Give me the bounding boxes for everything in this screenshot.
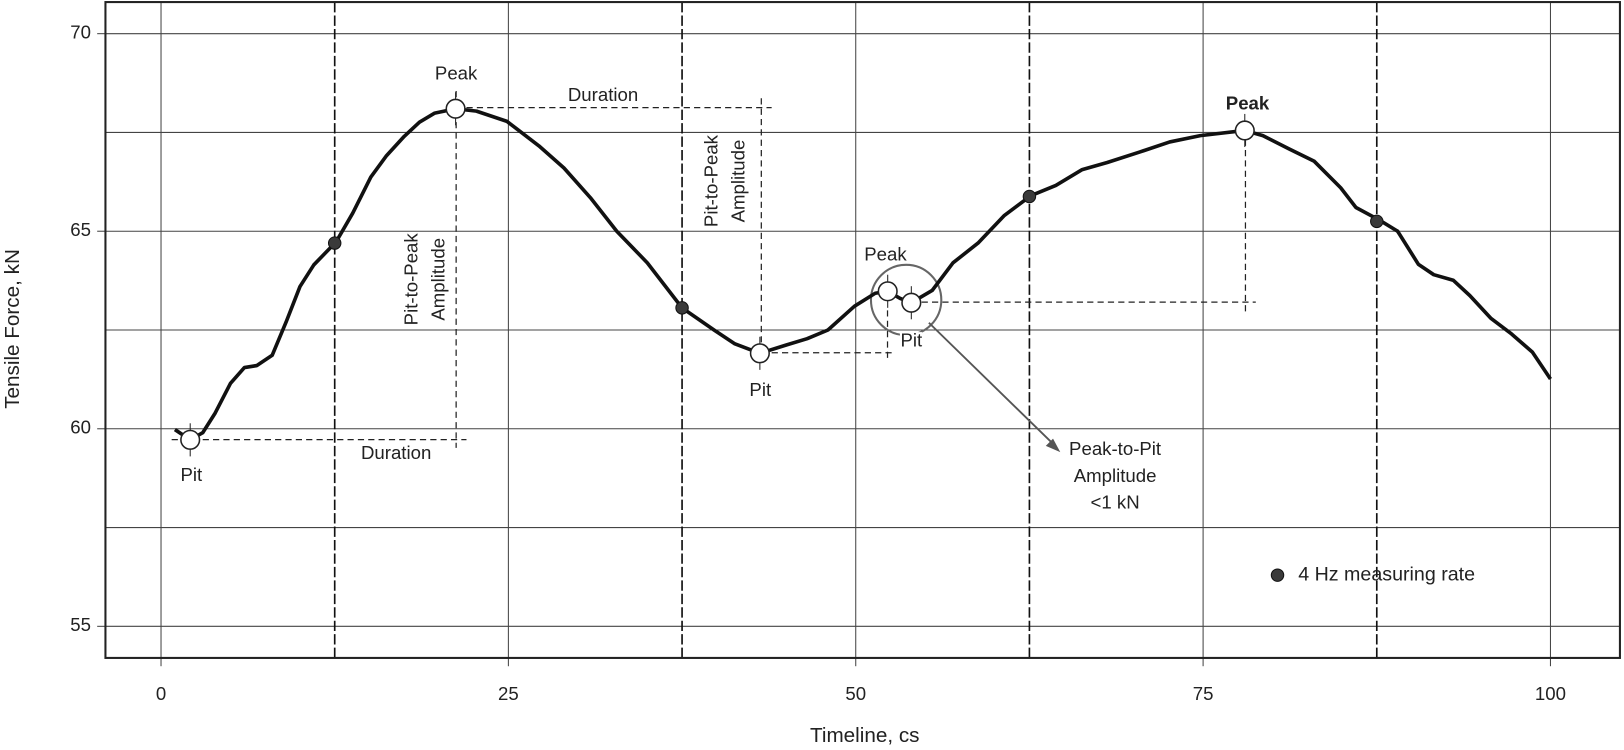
annotation-text: Pit-to-Peak [401,233,422,326]
y-tick-label: 60 [70,417,91,438]
annotation-text: Duration [361,442,431,463]
plot-frame [104,1,1621,659]
y-axis-label: Tensile Force, kN [1,249,24,409]
annotation-text: Amplitude [428,238,449,321]
annotation-text: Amplitude [728,140,749,223]
arrow-head [1045,438,1061,453]
annotation-text: Pit [180,464,203,485]
highlight-circle [869,263,943,337]
x-axis-label: Timeline, cs [810,724,920,747]
annotation: Peak [1224,90,1272,115]
extremum-point [1234,120,1255,141]
legend-label: 4 Hz measuring rate [1298,563,1475,585]
x-tick-label: 75 [1193,683,1214,704]
extremum-point [180,429,201,450]
annotation: Duration [359,440,433,465]
extremum-point [877,281,898,302]
grid [97,1,1621,667]
annotation-text: Amplitude [1074,465,1157,486]
x-tick-label: 25 [498,683,519,704]
y-tick-label: 70 [70,22,91,43]
annotation: Peak-to-Pit Amplitude <1 kN [1067,436,1164,515]
measurement-point [1022,189,1037,204]
x-tick-label: 0 [156,683,166,704]
annotation-text: Peak [864,243,907,264]
annotation-text: Peak [1226,92,1270,113]
annotation: Pit-to-Peak Amplitude [401,233,449,326]
annotation-text: Duration [568,84,638,105]
annotation: Pit [898,327,925,352]
force-line [173,106,1552,442]
annotation-text: <1 kN [1091,492,1140,513]
y-tick-label: 55 [70,614,91,635]
measurement-point [675,301,689,315]
annotation: Pit [747,377,774,402]
annotation-text: Pit [900,329,923,350]
annotation: Pit [178,462,205,487]
annotation: Peak [433,60,480,85]
annotation: Pit-to-Peak Amplitude [701,134,749,227]
helper-lines [171,91,1256,453]
arrow [928,322,1055,446]
annotation: Peak [862,241,909,266]
x-tick-label: 50 [845,683,866,704]
annotation-text: Peak-to-Pit [1069,438,1162,459]
legend-marker [1270,568,1285,582]
extremum-point [901,292,922,313]
x-tick-label: 100 [1535,683,1566,704]
annotation-text: Peak [435,62,478,83]
y-tick-label: 65 [70,219,91,240]
annotation-text: Pit [749,379,772,400]
annotation: Duration [566,82,640,107]
annotation-text: Pit-to-Peak [701,134,722,227]
extremum-point [749,343,770,364]
measurement-point [327,236,342,250]
extremum-point [445,98,466,119]
measurement-point [1370,214,1384,229]
